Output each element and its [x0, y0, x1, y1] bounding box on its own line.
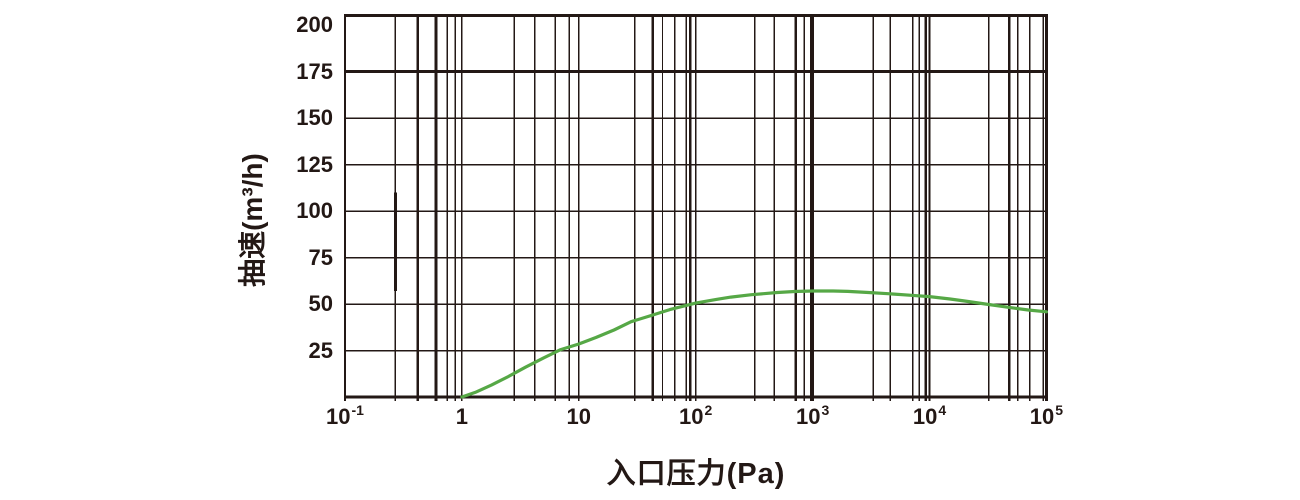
x-tick-label-100: 102	[679, 401, 713, 430]
x-tick-label-1: 1	[456, 404, 468, 430]
y-tick-label-125: 125	[296, 151, 333, 177]
y-axis-title: 抽速(m³/h)	[237, 153, 268, 287]
pumping-speed-curve	[460, 289, 1049, 399]
x-tick-base: 10	[326, 404, 351, 429]
y-tick-label-150: 150	[296, 105, 333, 130]
y-tick-label-25: 25	[308, 337, 333, 363]
y-tick-label-75: 75	[308, 244, 333, 270]
x-tick-base: 10	[679, 404, 704, 429]
x-tick-label-10000: 104	[912, 401, 947, 430]
x-tick-label-10: 10	[567, 404, 591, 430]
x-tick-base: 10	[795, 404, 821, 429]
x-tick-base: 10	[912, 404, 938, 429]
x-axis-title: 入口压力(Pa)	[606, 458, 786, 490]
x-tick-label-1000: 103	[795, 401, 830, 430]
y-tick-label-175: 175	[296, 58, 333, 84]
x-tick-exponent: -1	[351, 401, 364, 418]
x-tick-exponent: 2	[704, 401, 713, 418]
x-tick-label-100000: 105	[1029, 401, 1064, 430]
y-tick-label-50: 50	[308, 291, 333, 316]
x-tick-label-0.1: 10-1	[326, 401, 364, 430]
x-tick-exponent: 5	[1055, 401, 1064, 418]
x-tick-base: 1	[455, 404, 469, 429]
x-tick-base: 10	[1029, 404, 1055, 429]
x-tick-base: 10	[566, 404, 592, 429]
x-tick-exponent: 4	[938, 401, 947, 418]
x-tick-exponent: 3	[821, 401, 830, 418]
y-tick-label-100: 100	[296, 198, 333, 223]
y-tick-label-200: 200	[296, 12, 333, 37]
